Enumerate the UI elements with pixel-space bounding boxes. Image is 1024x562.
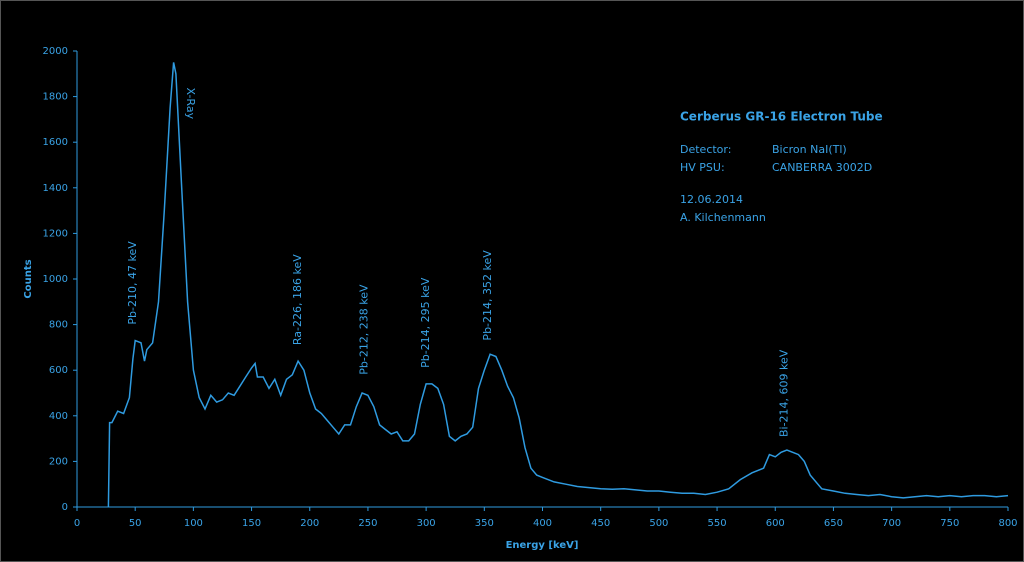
x-tick-label: 150 [242,518,261,529]
x-tick-label: 650 [824,518,843,529]
peak-annotation: Pb-214, 352 keV [481,250,494,341]
x-tick-label: 800 [998,518,1017,529]
peak-annotation: X-Ray [184,87,197,119]
y-tick-label: 1200 [43,228,68,239]
x-axis-title: Energy [keV] [506,540,579,551]
y-tick-label: 800 [49,320,68,331]
y-tick-label: 1600 [43,137,68,148]
y-tick-label: 2000 [43,46,68,57]
x-tick-label: 700 [882,518,901,529]
info-label: HV PSU: [680,161,725,174]
peak-annotation: Pb-212, 238 keV [357,284,370,375]
note: 12.06.2014 [680,193,743,206]
info-label: Detector: [680,143,731,156]
x-tick-label: 100 [184,518,203,529]
x-tick-label: 250 [358,518,377,529]
y-axis-title: Counts [23,259,34,298]
y-tick-label: 1800 [43,92,68,103]
x-tick-label: 450 [591,518,610,529]
peak-annotation: Pb-214, 295 keV [419,277,432,368]
x-tick-label: 500 [649,518,668,529]
info-value: Bicron NaI(Tl) [772,143,847,156]
x-tick-label: 50 [129,518,142,529]
peak-annotation: Pb-210, 47 keV [126,241,139,325]
note: A. Kilchenmann [680,211,766,224]
series-line [107,62,1009,508]
y-tick-label: 200 [49,456,68,467]
y-tick-label: 400 [49,411,68,422]
y-tick-label: 1000 [43,274,68,285]
y-tick-label: 600 [49,365,68,376]
x-tick-label: 300 [417,518,436,529]
info-value: CANBERRA 3002D [772,161,872,174]
x-tick-label: 200 [300,518,319,529]
y-tick-label: 0 [62,502,68,513]
chart-title: Cerberus GR-16 Electron Tube [680,110,883,124]
x-tick-label: 350 [475,518,494,529]
peak-annotation: Bi-214, 609 keV [778,349,791,437]
peak-annotation: Ra-226, 186 keV [291,254,304,345]
x-tick-label: 750 [940,518,959,529]
x-tick-label: 400 [533,518,552,529]
x-tick-label: 550 [708,518,727,529]
x-tick-label: 600 [766,518,785,529]
x-tick-label: 0 [74,518,80,529]
y-tick-label: 1400 [43,183,68,194]
